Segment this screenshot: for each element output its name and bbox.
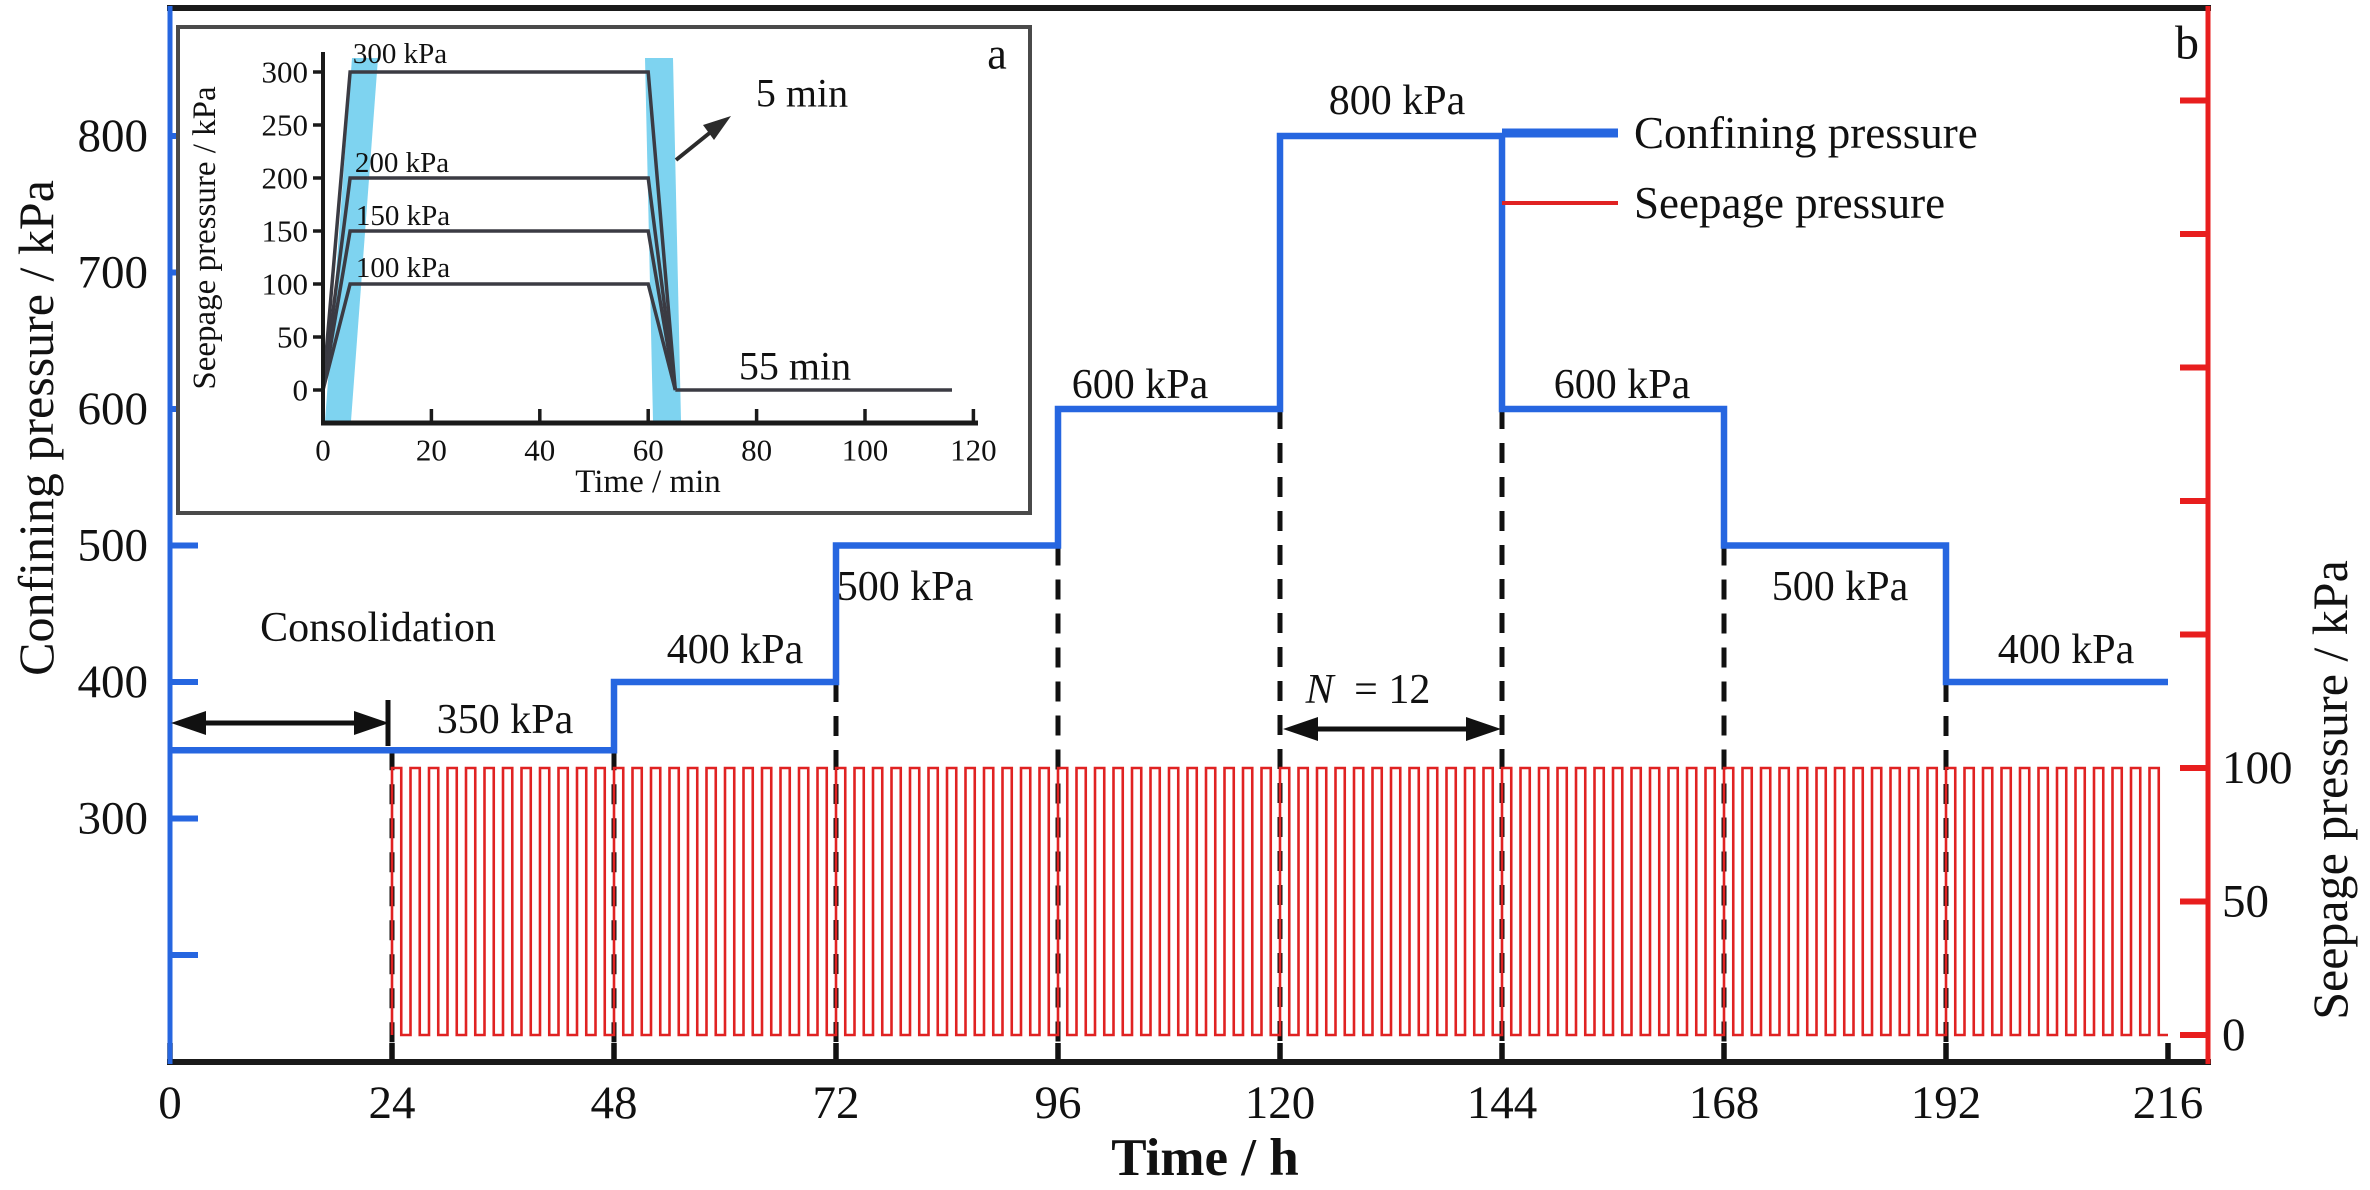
right-axis-ticks: 100 50 0	[2180, 97, 2293, 1061]
confining-pressure-step-line	[170, 132, 2168, 754]
generated-label: 350 kPa	[437, 697, 574, 743]
generated-label: 150	[262, 214, 309, 249]
inset-axis-ticks: 300 250 200 150 100 50 00 20 40 60 80 100 120	[262, 55, 997, 468]
generated-label: 400 kPa	[667, 627, 804, 673]
generated-label: 250	[262, 108, 309, 143]
n-cycles-arrow	[1283, 717, 1501, 741]
generated-label: 700	[78, 247, 149, 299]
generated-label: 600	[78, 383, 149, 435]
seepage-pressure-wave	[390, 766, 2168, 1037]
inset-panel: 300 250 200 150 100 50 00 20 40 60 80 100 120 300 kP…	[176, 25, 1032, 515]
n-cycles-label: N = 12	[1305, 667, 1431, 713]
generated-label: 192	[1911, 1077, 1982, 1129]
generated-label: 96	[1035, 1077, 1082, 1129]
generated-label: 50	[277, 320, 308, 355]
legend-confining-label: Confining pressure	[1634, 108, 1978, 158]
consolidation-label: Consolidation	[260, 605, 496, 651]
generated-label: 120	[1245, 1077, 1316, 1129]
generated-label: 600 kPa	[1554, 362, 1691, 408]
generated-label: 20	[416, 433, 447, 468]
inset-axes	[321, 52, 978, 426]
inset-x-axis-title: Time / min	[575, 464, 721, 500]
generated-label: 500 kPa	[1772, 564, 1909, 610]
generated-label: 300	[78, 793, 149, 845]
generated-label: 100 kPa	[356, 252, 450, 284]
generated-label: 300	[262, 55, 309, 90]
generated-label: 400	[78, 656, 149, 708]
main-plot-frame	[167, 5, 2211, 1065]
generated-label: 100	[262, 267, 309, 302]
generated-label: 168	[1689, 1077, 1760, 1129]
legend-seepage-label: Seepage pressure	[1634, 178, 1945, 228]
generated-label: 120	[950, 433, 997, 468]
panel-b-label: b	[2175, 17, 2199, 70]
generated-label: 0	[315, 433, 331, 468]
inset-ramp-duration-label: 5 min	[756, 71, 848, 116]
generated-label: 800 kPa	[1329, 78, 1466, 124]
step-value-labels: 350 kPa 400 kPa 500 kPa 600 kPa 800 kPa 600 k…	[437, 78, 2135, 743]
panel-a-label: a	[987, 30, 1007, 79]
left-axis-title: Confining pressure / kPa	[8, 180, 64, 676]
generated-label: 24	[369, 1077, 416, 1129]
generated-label: 0	[2222, 1009, 2246, 1061]
generated-label: 144	[1467, 1077, 1538, 1129]
generated-label: 300 kPa	[353, 38, 447, 70]
generated-label: 0	[293, 373, 309, 408]
generated-label: 40	[524, 433, 555, 468]
inset-rest-duration-label: 55 min	[739, 344, 851, 389]
generated-label: 50	[2222, 876, 2269, 928]
generated-label: 400 kPa	[1998, 627, 2135, 673]
legend: Confining pressure Seepage pressure	[1502, 108, 1978, 228]
generated-label: 0	[158, 1077, 182, 1129]
generated-label: 500 kPa	[837, 564, 974, 610]
generated-label: 200	[262, 161, 309, 196]
generated-label: 200 kPa	[355, 147, 449, 179]
inset-y-axis-title: Seepage pressure / kPa	[187, 86, 223, 390]
generated-label: 80	[741, 433, 772, 468]
generated-label: 72	[813, 1077, 860, 1129]
generated-label: 60	[633, 433, 664, 468]
left-axis-ticks: 800 700 600 500 400 300	[78, 110, 198, 958]
generated-label: 48	[591, 1077, 638, 1129]
generated-label: 600 kPa	[1072, 362, 1209, 408]
inset-pressure-lines	[321, 70, 952, 392]
generated-label: 500	[78, 520, 149, 572]
x-axis-ticks: 0 24 48 72 96 120 144 168 192 216	[158, 1043, 2203, 1129]
generated-label: 216	[2133, 1077, 2204, 1129]
inset-ramp-arrow	[674, 116, 731, 162]
generated-label: 100	[2222, 742, 2293, 794]
x-axis-title: Time / h	[1111, 1129, 1299, 1187]
consolidation-arrow	[171, 700, 391, 746]
generated-label: 150 kPa	[356, 200, 450, 232]
generated-label: 800	[78, 110, 149, 162]
right-axis-title: Seepage pressure / kPa	[2302, 560, 2358, 1020]
generated-label: 100	[842, 433, 889, 468]
inset-level-labels: 300 kPa 200 kPa 150 kPa 100 kPa	[353, 38, 450, 284]
